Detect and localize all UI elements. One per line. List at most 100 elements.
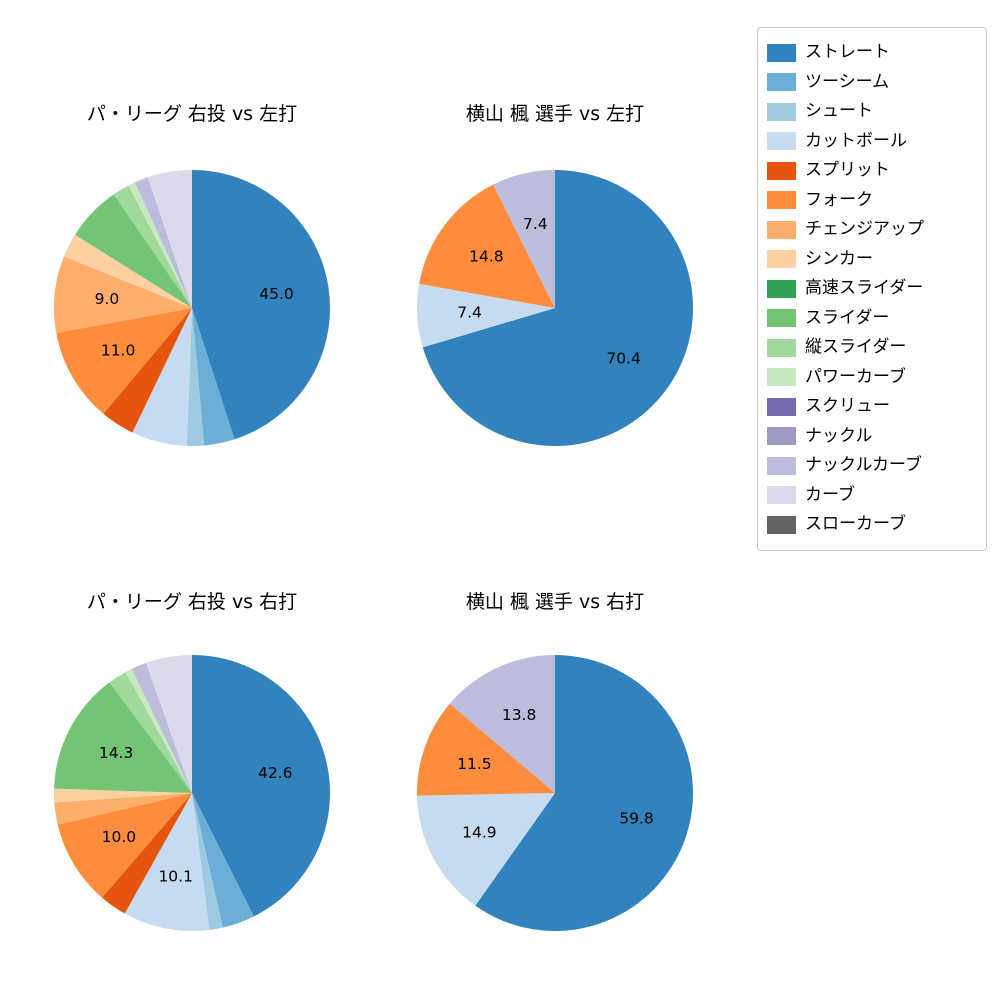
legend-item: スライダー — [767, 304, 977, 334]
pie-slice — [192, 793, 223, 930]
legend-label: ナックル — [805, 425, 873, 446]
legend-item: スプリット — [767, 156, 977, 186]
pie-percent-label: 11.0 — [101, 342, 136, 360]
pie-percent-label: 14.3 — [99, 744, 134, 762]
legend-swatch-icon — [767, 515, 796, 534]
legend-item: ナックルカーブ — [767, 451, 977, 481]
legend-label: ストレート — [805, 42, 890, 63]
legend-label: ナックルカーブ — [805, 455, 922, 476]
pie-slice — [124, 793, 210, 931]
pie-slice — [417, 793, 555, 906]
pie-slice — [475, 655, 694, 931]
pie-slice — [449, 655, 555, 793]
legend-item: パワーカーブ — [767, 363, 977, 393]
pie-percent-label: 9.0 — [95, 290, 120, 308]
legend-swatch-icon — [767, 456, 796, 475]
pie-slice — [146, 655, 192, 793]
pie-slice — [422, 170, 693, 446]
pie-slice — [103, 308, 192, 433]
pie-slice — [192, 655, 331, 917]
legend-item: 縦スライダー — [767, 333, 977, 363]
legend-item: カーブ — [767, 481, 977, 511]
legend-swatch-icon — [767, 191, 796, 210]
pie-slice — [109, 672, 192, 793]
chart-title-player-vs-right: 横山 楓 選手 vs 右打 — [465, 591, 645, 613]
legend-item: チェンジアップ — [767, 215, 977, 245]
legend-swatch-icon — [767, 161, 796, 180]
pie-slice — [56, 308, 192, 414]
legend-label: スプリット — [805, 160, 890, 181]
legend-item: ストレート — [767, 38, 977, 68]
pie-slice — [192, 793, 254, 928]
pie-slice — [54, 682, 192, 793]
legend-swatch-icon — [767, 486, 796, 505]
legend-label: ツーシーム — [805, 71, 890, 92]
pie-slice — [134, 177, 192, 308]
legend-swatch-icon — [767, 338, 796, 357]
pie-slice — [54, 788, 192, 803]
legend-item: 高速スライダー — [767, 274, 977, 304]
legend-label: パワーカーブ — [805, 366, 906, 387]
legend-label: シュート — [805, 101, 873, 122]
legend-item: カットボール — [767, 127, 977, 157]
chart-title-player-vs-left: 横山 楓 選手 vs 左打 — [465, 103, 645, 125]
pie-slice — [132, 308, 192, 446]
legend-item: スローカーブ — [767, 510, 977, 540]
pie-percent-label: 11.5 — [457, 755, 492, 773]
legend-item: ナックル — [767, 422, 977, 452]
pie-percent-label: 59.8 — [619, 809, 654, 827]
legend-label: カットボール — [805, 130, 907, 151]
pie-chart-league-vs-left: 45.0 11.0 9.0 — [53, 170, 331, 446]
pie-percent-label: 13.8 — [502, 706, 537, 724]
pie-slice — [416, 703, 555, 796]
pie-slice — [131, 662, 192, 793]
pie-slice — [75, 194, 192, 308]
legend-label: スクリュー — [805, 396, 890, 417]
legend-label: フォーク — [805, 189, 873, 210]
legend-item: シンカー — [767, 245, 977, 275]
legend-swatch-icon — [767, 102, 796, 121]
pie-percent-label: 14.9 — [462, 824, 497, 842]
legend-label: 高速スライダー — [805, 278, 924, 299]
legend-swatch-icon — [767, 368, 796, 387]
legend-swatch-icon — [767, 132, 796, 151]
pie-slice — [416, 283, 555, 348]
legend-swatch-icon — [767, 397, 796, 416]
pie-percent-label: 7.4 — [523, 215, 548, 233]
chart-title-league-vs-left: パ・リーグ 右投 vs 左打 — [86, 103, 298, 125]
legend-item: ツーシーム — [767, 68, 977, 98]
pie-slice — [57, 793, 193, 898]
pie-slice — [125, 668, 192, 793]
legend-item: フォーク — [767, 186, 977, 216]
legend-label: シンカー — [805, 248, 873, 269]
legend-label: カーブ — [805, 484, 855, 505]
legend-item: シュート — [767, 97, 977, 127]
pie-percent-label: 10.0 — [102, 828, 137, 846]
pie-slice — [419, 184, 555, 308]
pie-percent-label: 10.1 — [158, 868, 193, 886]
legend: ストレートツーシームシュートカットボール スプリットフォークチェンジアップ シンカー… — [757, 27, 987, 551]
legend-swatch-icon — [767, 427, 796, 446]
pie-percent-label: 70.4 — [606, 350, 641, 368]
pie-chart-league-vs-right: 42.6 10.1 10.0 14.3 — [54, 655, 331, 931]
pie-slice — [186, 308, 205, 446]
pie-slice — [192, 308, 235, 446]
legend-label: チェンジアップ — [805, 219, 924, 240]
pie-percent-label: 42.6 — [258, 764, 293, 782]
pie-slice — [53, 256, 192, 334]
legend-swatch-icon — [767, 43, 796, 62]
legend-swatch-icon — [767, 250, 796, 269]
legend-item: スクリュー — [767, 392, 977, 422]
pie-slice — [102, 793, 192, 914]
legend-label: スライダー — [805, 307, 890, 328]
pie-chart-player-vs-right: 59.8 14.9 11.5 13.8 — [416, 655, 694, 931]
legend-swatch-icon — [767, 279, 796, 298]
legend-swatch-icon — [767, 73, 796, 92]
pie-percent-label: 14.8 — [469, 247, 504, 265]
pie-slice — [493, 170, 555, 308]
pie-percent-label: 7.4 — [457, 303, 482, 321]
pie-slice — [64, 234, 192, 308]
pie-slice — [54, 793, 192, 825]
pie-slice — [147, 170, 192, 308]
legend-swatch-icon — [767, 220, 796, 239]
